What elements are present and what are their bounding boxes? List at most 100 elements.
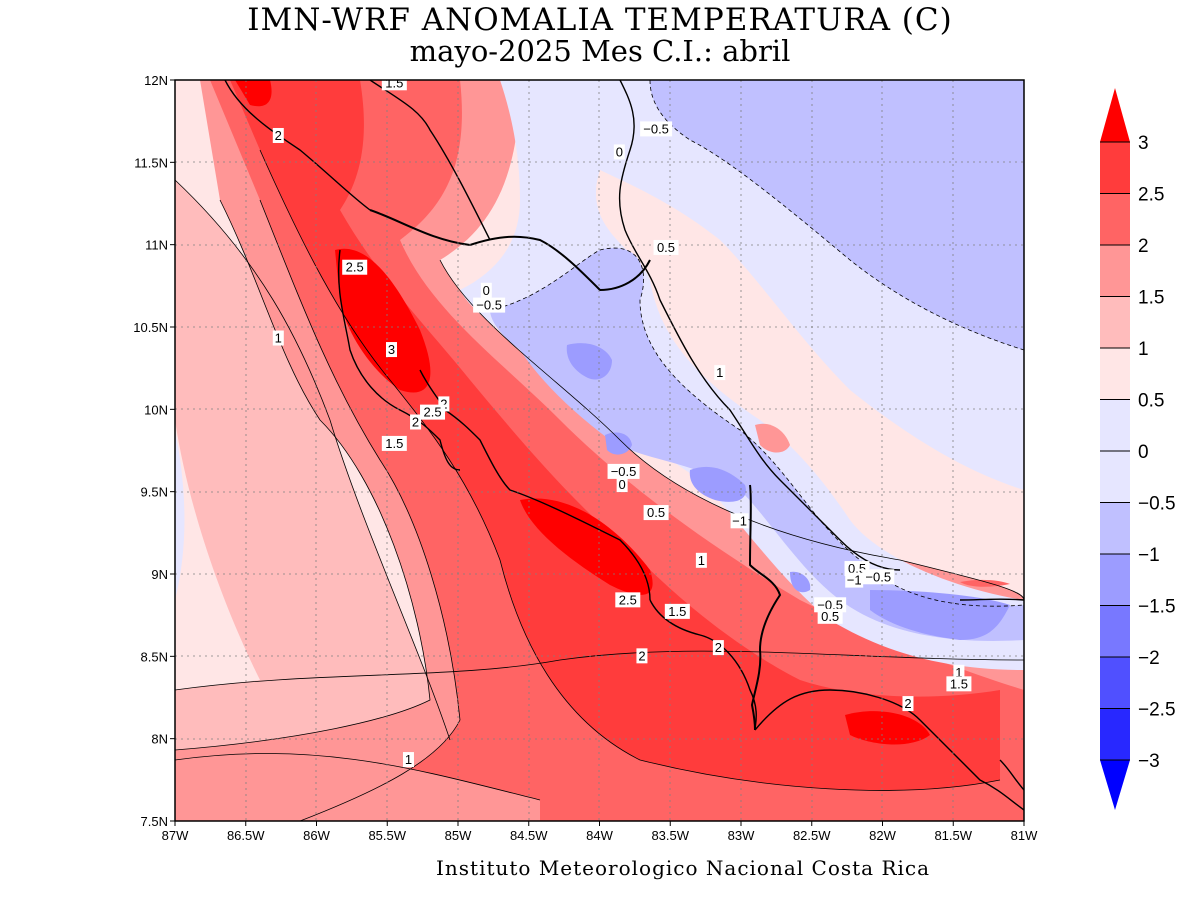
contour-label-bg xyxy=(381,80,407,91)
contour-label-bg xyxy=(664,603,690,619)
contour-label: 0 xyxy=(619,477,626,492)
colorbar-level-label: 0.5 xyxy=(1138,391,1164,412)
contour-label: 1 xyxy=(955,665,962,680)
anomaly-core-minus1.5-minus1-north xyxy=(566,343,612,380)
colorbar-level-label: −2 xyxy=(1138,648,1160,669)
colorbar-level-label: 1 xyxy=(1138,339,1149,360)
contour-label: 2 xyxy=(638,648,645,663)
colorbar-arrow-bottom xyxy=(1100,760,1130,810)
x-tick-label: 83.5W xyxy=(651,828,689,843)
x-tick-label: 86W xyxy=(303,828,330,843)
contour-label-bg xyxy=(862,569,895,585)
contour-label: 1.5 xyxy=(668,604,686,619)
colorbar-segment xyxy=(1100,657,1130,709)
contour-label-bg xyxy=(438,396,450,412)
colorbar-segment xyxy=(1100,245,1130,297)
anomaly-band-2-2.5 xyxy=(230,80,1000,791)
coastlines xyxy=(224,80,1024,811)
contour-label: 1 xyxy=(275,331,282,346)
colorbar-level-label: −3 xyxy=(1138,751,1160,772)
contour-label-bg xyxy=(272,127,284,143)
x-tick-label: 81W xyxy=(1011,828,1038,843)
y-tick-label: 11N xyxy=(145,238,168,253)
contour-label-bg xyxy=(643,505,669,521)
x-tick-label: 86.5W xyxy=(227,828,265,843)
contour-label-bg xyxy=(953,664,965,680)
anomaly-band-0.5-1-west xyxy=(175,180,450,760)
contour-label-bg xyxy=(714,365,726,381)
contour-label: 2.5 xyxy=(619,592,637,607)
contour-label: 1.5 xyxy=(385,436,403,451)
anomaly-core-2.5-3-nw xyxy=(235,80,272,107)
anomaly-core-minus1.5-minus1-central xyxy=(605,432,632,455)
colorbar-level-label: −2.5 xyxy=(1138,700,1176,721)
colorbar-segment xyxy=(1100,708,1130,760)
contour-label-bg xyxy=(615,592,641,608)
contour-label-bg xyxy=(712,640,724,656)
y-tick-label: 7.5N xyxy=(141,814,168,829)
contour-label-bg xyxy=(420,404,446,420)
contour-label: 0.5 xyxy=(848,561,866,576)
colorbar-arrow-top xyxy=(1100,88,1130,142)
colorbar-segment xyxy=(1100,502,1130,554)
colorbar-level-label: −1.5 xyxy=(1138,597,1176,618)
y-tick-label: 9.5N xyxy=(141,485,168,500)
x-tick-label: 83W xyxy=(728,828,755,843)
footer-credit: Instituto Meteorologico Nacional Costa R… xyxy=(436,856,931,880)
contour-label: −1 xyxy=(847,573,862,588)
colorbar-level-label: 0 xyxy=(1138,442,1149,463)
colorbar-segment xyxy=(1100,193,1130,245)
x-tick-label: 84W xyxy=(586,828,613,843)
x-tick-label: 81.5W xyxy=(934,828,972,843)
y-axis: 12N 11.5N 11N 10.5N 10N 9.5N 9N 8.5N 8N 7.5N xyxy=(133,73,175,829)
contour-label-bg xyxy=(607,463,640,479)
contour-label: 2 xyxy=(412,415,419,430)
x-axis: 87W 86.5W 86W 85.5W 85W 84.5W 84W 83.5W 83W 82.5W… xyxy=(162,821,1038,843)
colorbar-segment xyxy=(1100,142,1130,194)
contour-label: 0.5 xyxy=(821,609,839,624)
colorbar-segment xyxy=(1100,554,1130,606)
colorbar-level-label: −1 xyxy=(1138,545,1160,566)
colorbar-level-label: 2.5 xyxy=(1138,185,1164,206)
contour-label: −0.5 xyxy=(611,464,637,479)
contour-label: 2.5 xyxy=(423,405,441,420)
contour-label-bg xyxy=(480,282,492,298)
contour-label-bg xyxy=(410,414,422,430)
contour-label: 2 xyxy=(275,128,282,143)
anomaly-core-minus1.5-minus1-south xyxy=(790,571,811,593)
y-tick-label: 10N xyxy=(144,402,168,417)
contour-label-bg xyxy=(381,435,407,451)
map-title-line-2: mayo-2025 Mes C.I.: abril xyxy=(409,34,791,68)
colorbar-level-label: 2 xyxy=(1138,236,1149,257)
country-borders xyxy=(369,209,782,731)
anomaly-patch-caribbean-coast xyxy=(755,423,790,453)
colorbar: 3 2.5 2 1.5 1 0.5 0 −0.5 −1 −1.5 −2 −2.5 −3 xyxy=(1100,88,1176,810)
contour-label: 0.5 xyxy=(657,240,675,255)
x-tick-label: 87W xyxy=(162,828,189,843)
y-tick-label: 11.5N xyxy=(134,155,168,170)
contour-label: −0.5 xyxy=(643,121,669,136)
contour-label: 1.5 xyxy=(950,676,968,691)
anomaly-band-negative-west-edge xyxy=(175,430,185,600)
contour-label: 0.5 xyxy=(647,505,665,520)
contour-label-bg xyxy=(342,259,368,275)
contour-label: 1 xyxy=(716,365,723,380)
contour-label: −0.5 xyxy=(476,298,502,313)
anomaly-band-1-1.5-sw xyxy=(175,753,540,821)
x-tick-label: 82.5W xyxy=(793,828,831,843)
anomaly-band-1.5-2 xyxy=(210,80,1024,821)
contour-label-bg xyxy=(640,121,673,137)
contour-label: 2.5 xyxy=(346,260,364,275)
colorbar-segment xyxy=(1100,399,1130,451)
contour-label-bg xyxy=(613,144,625,160)
colorbar-segment xyxy=(1100,348,1130,400)
y-tick-label: 8N xyxy=(151,732,168,747)
contour-label-bg xyxy=(636,648,648,664)
contour-label: 2 xyxy=(904,696,911,711)
anomaly-band-0-0.5-west xyxy=(175,420,260,690)
contour-label: 1.5 xyxy=(385,75,403,90)
colorbar-segment xyxy=(1100,605,1130,657)
contour-labels: 1.52 −0.500.52.50−0.513122.521.5−0.500.5−… xyxy=(272,75,972,768)
colorbar-segment xyxy=(1100,451,1130,503)
